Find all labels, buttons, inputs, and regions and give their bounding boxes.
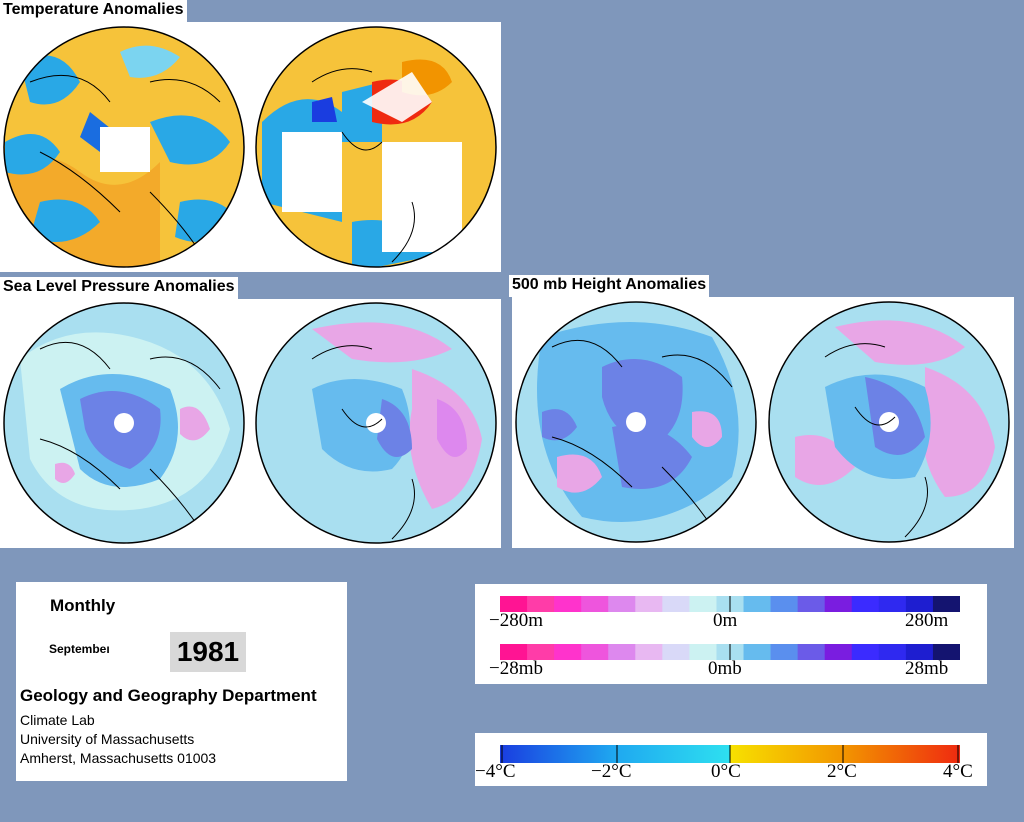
height-legend-left: −280m	[489, 610, 543, 631]
slp-panel	[0, 299, 501, 548]
scale-swatch	[878, 644, 907, 660]
height-color-scale	[500, 596, 960, 612]
height500-globe-north	[515, 301, 757, 543]
height-legend-right: 280m	[905, 610, 949, 631]
scale-swatch	[662, 596, 690, 612]
info-box: Monthly Septembeı 1981 Geology and Geogr…	[16, 582, 347, 781]
scale-swatch	[554, 596, 582, 612]
address: Amherst, Massachusetts 01003	[20, 750, 217, 766]
scale-swatch	[689, 644, 717, 660]
temperature-legend: −4°C −2°C 0°C 2°C 4°C	[475, 733, 987, 786]
university-name: University of Massachusetts	[20, 731, 195, 747]
slp-anomalies-title: Sea Level Pressure Anomalies	[0, 277, 238, 299]
pressure-legend-left: −28mb	[489, 658, 543, 679]
temperature-panel	[0, 22, 501, 272]
lab-name: Climate Lab	[20, 712, 95, 728]
height500-panel	[512, 297, 1014, 548]
month-label: Septembeı	[49, 642, 110, 656]
slp-globe-north	[3, 302, 245, 544]
scale-swatch	[500, 596, 528, 612]
scale-swatch	[878, 596, 907, 612]
scale-swatch	[824, 596, 853, 612]
temperature-globe-north	[3, 26, 245, 268]
height500-globe-south	[768, 301, 1010, 543]
scale-swatch	[743, 644, 772, 660]
pressure-legend-right: 28mb	[905, 658, 949, 679]
scale-swatch	[527, 644, 555, 660]
slp-globe-south	[255, 302, 497, 544]
department-name: Geology and Geography Department	[20, 686, 317, 705]
temperature-color-scale	[500, 745, 960, 763]
height-pressure-legend: −280m 0m 280m −28mb 0mb 28mb	[475, 584, 987, 684]
scale-swatch	[527, 596, 555, 612]
scale-swatch	[635, 644, 663, 660]
height-legend-center: 0m	[713, 610, 738, 631]
scale-swatch	[770, 596, 799, 612]
period-type: Monthly	[50, 596, 116, 615]
scale-swatch	[581, 596, 609, 612]
scale-swatch	[905, 596, 934, 612]
scale-swatch	[797, 644, 826, 660]
temp-legend-minus2: −2°C	[591, 761, 632, 782]
scale-swatch	[932, 644, 960, 660]
scale-swatch	[689, 596, 717, 612]
year-label: 1981	[170, 632, 246, 672]
height500-anomalies-title: 500 mb Height Anomalies	[509, 275, 710, 297]
scale-swatch	[500, 644, 528, 660]
scale-swatch	[581, 644, 609, 660]
temperature-globe-south	[255, 26, 497, 268]
temp-legend-0: 0°C	[711, 761, 741, 782]
temp-legend-4: 4°C	[943, 761, 973, 782]
scale-swatch	[608, 644, 636, 660]
scale-swatch	[824, 644, 853, 660]
pressure-color-scale	[500, 644, 960, 660]
scale-swatch	[635, 596, 663, 612]
temp-legend-2: 2°C	[827, 761, 857, 782]
scale-swatch	[932, 596, 960, 612]
scale-swatch	[905, 644, 934, 660]
scale-swatch	[797, 596, 826, 612]
scale-swatch	[608, 596, 636, 612]
temp-legend-minus4: −4°C	[475, 761, 516, 782]
temperature-anomalies-title: Temperature Anomalies	[0, 0, 187, 22]
pressure-legend-center: 0mb	[708, 658, 742, 679]
scale-swatch	[662, 644, 690, 660]
scale-swatch	[554, 644, 582, 660]
scale-swatch	[851, 596, 880, 612]
scale-swatch	[770, 644, 799, 660]
scale-swatch	[743, 596, 772, 612]
scale-swatch	[851, 644, 880, 660]
